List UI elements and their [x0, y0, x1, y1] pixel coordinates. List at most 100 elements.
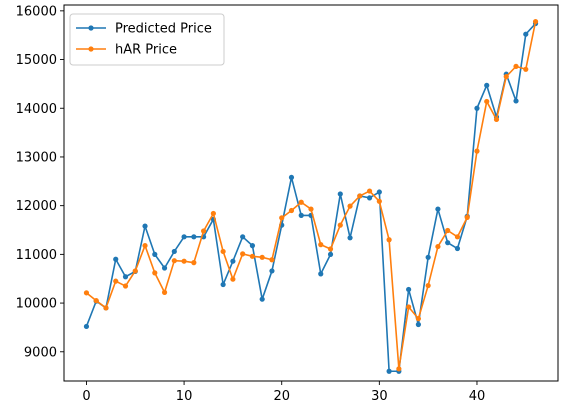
data-point-s0-19 [269, 268, 275, 274]
data-point-s1-22 [298, 199, 304, 205]
data-point-s0-33 [406, 286, 412, 293]
data-point-s0-10 [181, 234, 187, 240]
data-point-s1-4 [122, 283, 129, 289]
data-point-s1-13 [210, 210, 216, 217]
legend-box [69, 13, 225, 66]
data-point-s1-30 [376, 198, 382, 204]
data-point-s1-11 [191, 260, 197, 266]
data-point-s0-17 [249, 243, 256, 249]
data-point-s0-34 [415, 321, 421, 328]
data-point-s0-40 [474, 105, 480, 111]
legend-marker-predicted [88, 25, 94, 31]
legend: Predicted Price hAR Price [69, 13, 225, 66]
data-point-s1-33 [406, 304, 412, 310]
y-tick-label-11000: 11000 [16, 248, 57, 263]
y-tick-label-14000: 14000 [16, 102, 57, 117]
data-point-s0-14 [220, 281, 226, 288]
plot-frame [63, 4, 559, 382]
y-tick-label-10000: 10000 [16, 297, 57, 312]
data-point-s1-41 [484, 98, 490, 105]
data-point-s1-37 [445, 227, 451, 234]
data-point-s1-2 [103, 305, 109, 311]
x-tick-label-10: 10 [176, 389, 193, 404]
y-tick-label-12000: 12000 [16, 199, 57, 214]
data-point-s0-18 [259, 296, 265, 302]
data-point-s1-26 [337, 222, 343, 228]
data-point-s1-9 [171, 258, 177, 264]
data-point-s1-24 [318, 242, 324, 248]
data-point-s1-39 [464, 214, 470, 220]
data-point-s0-21 [288, 174, 295, 181]
data-point-s1-34 [415, 316, 421, 322]
data-point-s0-30 [376, 189, 382, 195]
data-point-s0-11 [191, 234, 197, 240]
data-point-s1-19 [269, 257, 275, 263]
data-point-s1-45 [523, 66, 529, 72]
y-tick-label-13000: 13000 [16, 150, 57, 165]
data-point-s0-16 [240, 234, 246, 240]
legend-label-predicted: Predicted Price [115, 22, 212, 37]
data-point-s0-37 [445, 240, 451, 246]
data-point-s0-9 [171, 248, 177, 255]
data-point-s1-8 [161, 289, 168, 295]
y-tick-label-9000: 9000 [24, 345, 57, 360]
data-point-s0-24 [318, 271, 324, 277]
data-point-s1-12 [201, 228, 207, 234]
x-tick-label-0: 0 [82, 389, 90, 404]
data-point-s1-35 [425, 282, 431, 289]
data-point-s1-21 [288, 207, 295, 214]
x-tick-label-30: 30 [371, 389, 388, 404]
data-point-s1-43 [503, 74, 509, 80]
series-layer [83, 18, 539, 374]
data-point-s0-25 [327, 251, 334, 257]
data-point-s1-38 [454, 234, 461, 240]
data-point-s1-17 [249, 253, 256, 259]
data-point-s1-3 [113, 278, 119, 284]
data-point-s1-16 [240, 251, 246, 257]
data-point-s1-6 [142, 243, 148, 249]
data-point-s1-0 [83, 290, 90, 296]
data-point-s1-31 [386, 237, 392, 243]
data-point-s0-4 [122, 274, 129, 280]
legend-marker-har [88, 46, 94, 52]
data-point-s0-45 [523, 31, 529, 37]
data-point-s1-27 [347, 203, 353, 209]
data-point-s1-7 [152, 270, 158, 276]
data-point-s1-1 [93, 298, 99, 304]
data-point-s0-0 [83, 323, 90, 330]
y-tick-label-15000: 15000 [16, 53, 57, 68]
data-point-s1-46 [532, 18, 539, 25]
x-tick-label-20: 20 [273, 389, 290, 404]
data-point-s1-42 [493, 116, 500, 123]
data-point-s0-38 [454, 245, 461, 252]
data-point-s1-25 [327, 246, 334, 252]
data-point-s0-15 [230, 258, 236, 264]
data-point-s0-22 [298, 212, 304, 218]
data-point-s1-29 [366, 188, 373, 194]
data-point-s1-32 [396, 366, 402, 372]
data-point-s1-40 [474, 148, 480, 154]
data-point-s0-35 [425, 254, 431, 260]
ticks-layer: 0 10 20 30 40 9000 10000 11000 12000 13000 14000 15… [16, 4, 486, 404]
data-point-s0-26 [337, 191, 343, 197]
y-tick-label-16000: 16000 [16, 4, 57, 19]
x-tick-label-40: 40 [469, 389, 486, 404]
data-point-s1-20 [279, 215, 285, 221]
data-point-s1-10 [181, 258, 187, 264]
data-point-s0-31 [386, 368, 392, 374]
data-point-s1-18 [259, 254, 265, 260]
data-point-s0-3 [113, 256, 119, 262]
data-point-s1-28 [357, 193, 363, 199]
data-point-s1-15 [230, 276, 236, 282]
data-point-s0-29 [366, 195, 373, 201]
data-point-s1-36 [435, 243, 441, 250]
data-point-s0-44 [513, 98, 519, 104]
data-point-s1-23 [308, 206, 314, 212]
data-point-s0-41 [484, 82, 490, 88]
legend-label-har: hAR Price [115, 43, 177, 58]
data-point-s0-8 [161, 265, 168, 271]
data-point-s1-44 [513, 63, 519, 69]
data-point-s0-27 [347, 235, 353, 241]
